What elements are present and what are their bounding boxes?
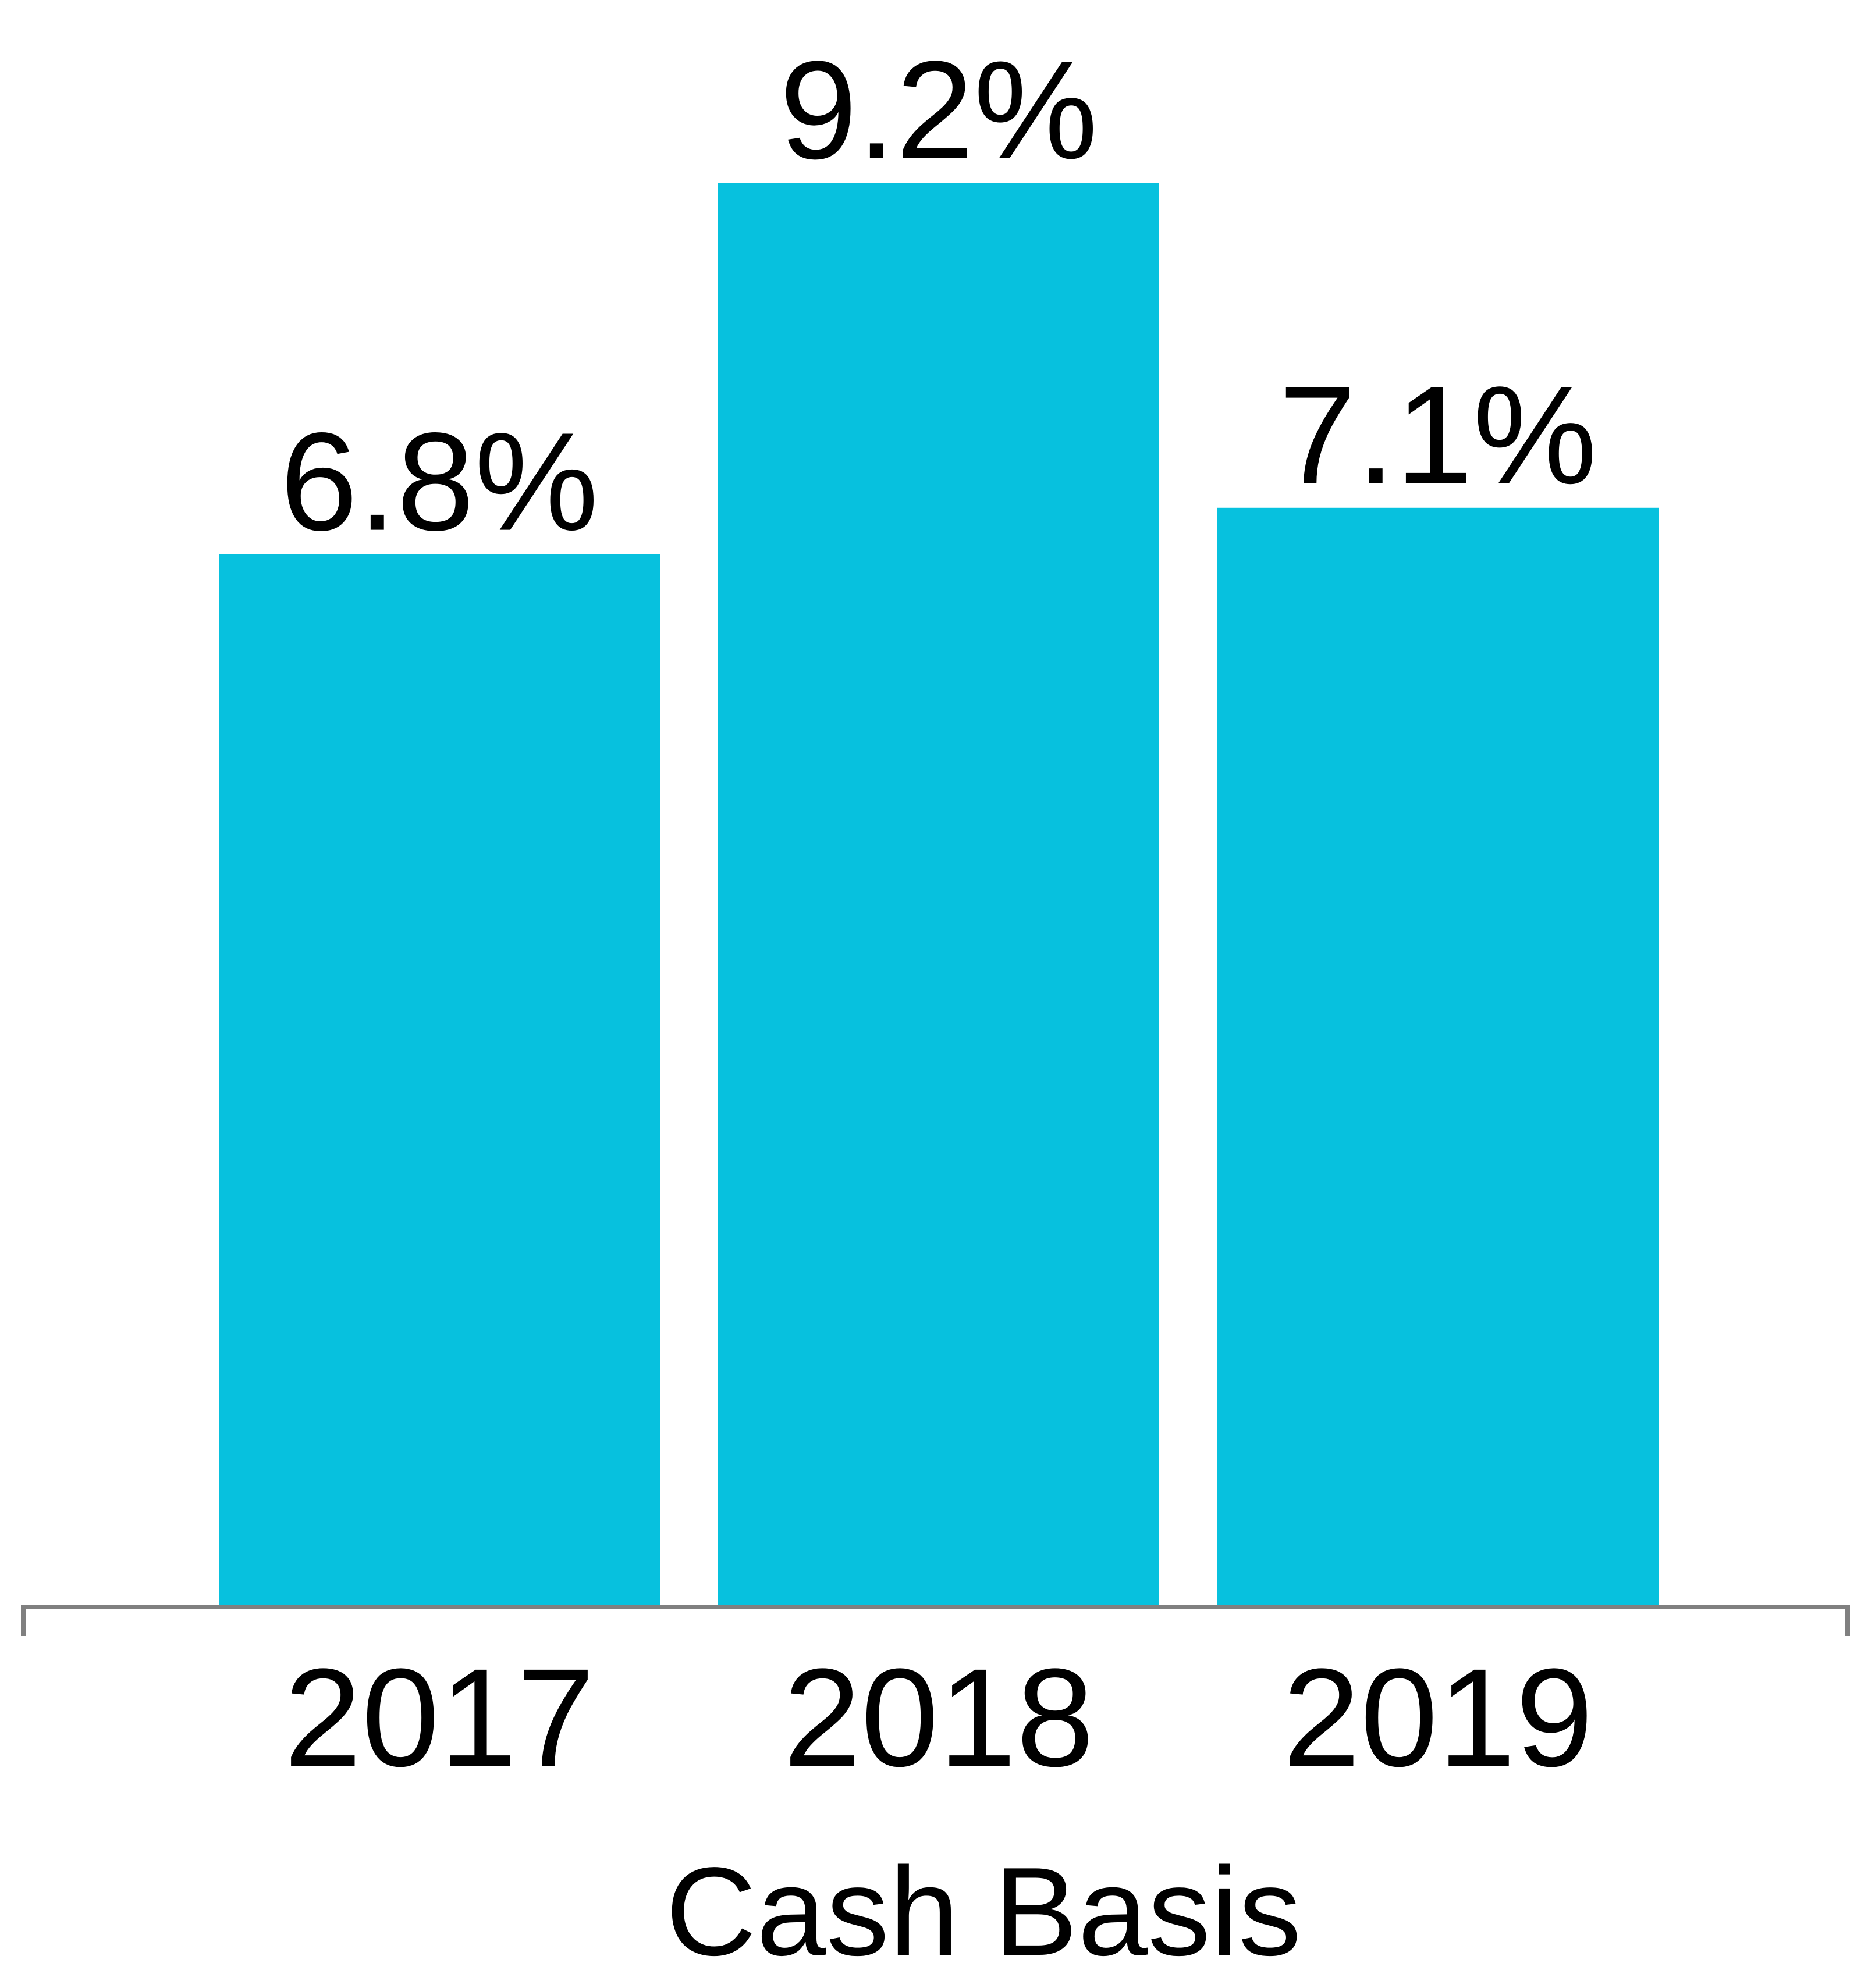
bar-value-label-2018: 9.2% [779, 32, 1098, 188]
x-tick-labels-group: 2017 2018 2019 [284, 1640, 1593, 1795]
x-axis [21, 1605, 1850, 1636]
bars-group [219, 183, 1659, 1608]
bar-2018 [718, 183, 1159, 1607]
bar-value-label-2017: 6.8% [280, 404, 598, 560]
x-tick-label-2018: 2018 [783, 1640, 1094, 1795]
x-axis-title: Cash Basis [666, 1841, 1301, 1982]
bar-2017 [219, 554, 660, 1608]
x-tick-label-2017: 2017 [284, 1640, 595, 1795]
x-tick-label-2019: 2019 [1283, 1640, 1593, 1795]
bar-labels-group: 6.8% 9.2% 7.1% [280, 32, 1597, 560]
bar-value-label-2019: 7.1% [1279, 357, 1597, 513]
bar-2019 [1217, 507, 1659, 1607]
